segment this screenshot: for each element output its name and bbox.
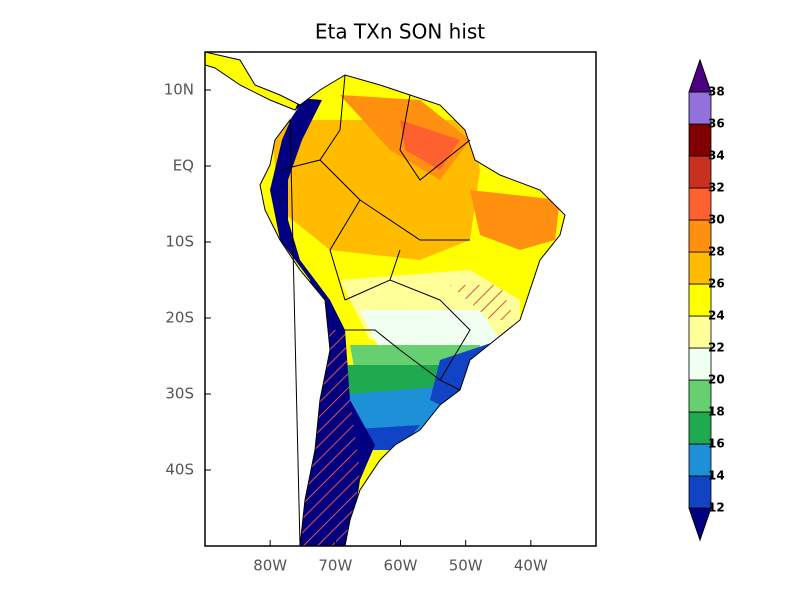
colorbar-label: 22: [708, 341, 725, 355]
colorbar-label: 26: [708, 277, 725, 291]
map-title: Eta TXn SON hist: [315, 20, 485, 44]
y-tick-label: 20S: [165, 309, 194, 327]
y-tick-label: 30S: [165, 385, 194, 403]
y-tick-label: 10S: [165, 233, 194, 251]
colorbar-max-arrow: [688, 58, 712, 93]
x-tick-label: 40W: [514, 557, 548, 575]
colorbar-label: 28: [708, 245, 725, 259]
y-tick-label: 10N: [164, 81, 194, 99]
map-area: [205, 52, 566, 546]
x-tick-label: 60W: [384, 557, 418, 575]
colorbar-label: 36: [708, 117, 725, 131]
colorbar-label: 30: [708, 213, 725, 227]
colorbar-label: 12: [708, 501, 725, 515]
colorbar-label: 38: [708, 85, 725, 99]
colorbar-label: 24: [708, 309, 725, 323]
temperature-field: [205, 52, 565, 546]
x-tick-label: 70W: [318, 557, 352, 575]
colorbar-label: 32: [708, 181, 725, 195]
borders: [205, 52, 566, 546]
colorbar-label: 34: [708, 149, 725, 163]
colorbar-label: 20: [708, 373, 725, 387]
y-tick-label: EQ: [173, 157, 194, 175]
y-tick-label: 40S: [165, 461, 194, 479]
x-tick-label: 80W: [253, 557, 287, 575]
colorbar-label: 16: [708, 437, 725, 451]
colorbar-label: 14: [708, 469, 725, 483]
colorbar-label: 18: [708, 405, 725, 419]
x-tick-label: 50W: [449, 557, 483, 575]
